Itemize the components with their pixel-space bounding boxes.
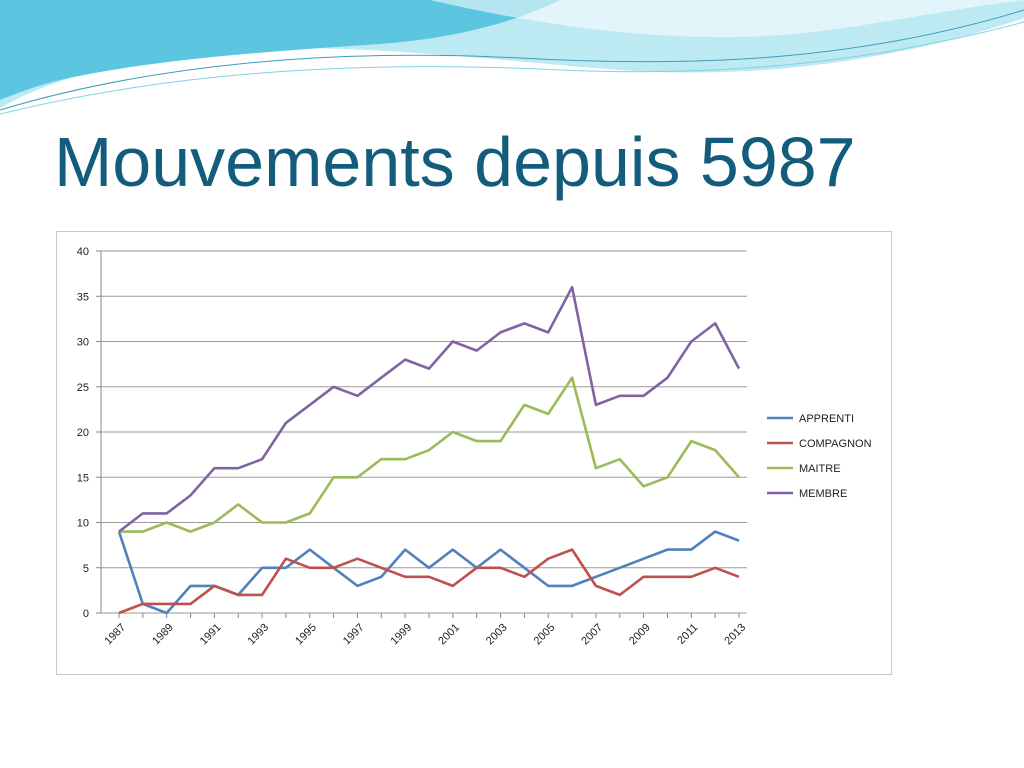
x-tick-label-1987: 1987 <box>102 622 128 648</box>
y-tick-label-35: 35 <box>77 291 89 303</box>
y-tick-label-10: 10 <box>77 518 89 530</box>
x-tick-label-2009: 2009 <box>627 622 653 648</box>
y-tick-label-40: 40 <box>77 246 89 258</box>
x-tick-label-2011: 2011 <box>675 622 700 647</box>
x-tick-label-1997: 1997 <box>341 622 367 648</box>
y-tick-label-15: 15 <box>77 472 89 484</box>
x-tick-label-2007: 2007 <box>579 622 605 648</box>
decorative-wave-banner <box>0 0 1024 115</box>
x-tick-label-2013: 2013 <box>722 622 748 648</box>
x-tick-label-1989: 1989 <box>150 622 176 648</box>
chart-canvas: 0 5 10 15 20 25 30 35 40 1987 1989 1991 1993 1995 1997… <box>77 246 872 648</box>
x-tick-label-1993: 1993 <box>245 622 271 648</box>
series-line-compagnon <box>118 548 740 615</box>
series-line-apprenti <box>117 530 740 615</box>
y-tick-label-20: 20 <box>77 427 89 439</box>
legend-label-apprenti: APPRENTI <box>799 413 854 425</box>
x-tick-label-1995: 1995 <box>293 622 319 648</box>
x-tick-label-2005: 2005 <box>532 622 558 648</box>
series-line-membre <box>118 285 741 533</box>
y-tick-label-0: 0 <box>83 608 89 620</box>
legend-label-membre: MEMBRE <box>799 488 847 500</box>
x-tick-label-1999: 1999 <box>389 622 415 648</box>
y-tick-label-30: 30 <box>77 337 89 349</box>
x-tick-label-1991: 1991 <box>198 622 224 648</box>
line-chart: 0 5 10 15 20 25 30 35 40 1987 1989 1991 1993 1995 1997… <box>56 231 892 675</box>
x-tick-label-2001: 2001 <box>436 622 462 648</box>
y-tick-label-25: 25 <box>77 382 89 394</box>
y-tick-label-5: 5 <box>83 563 89 575</box>
legend-label-compagnon: COMPAGNON <box>799 438 872 450</box>
slide-title: Mouvements depuis 5987 <box>54 123 856 201</box>
x-tick-label-2003: 2003 <box>484 622 510 648</box>
series-line-maitre <box>119 376 740 533</box>
legend-label-maitre: MAITRE <box>799 463 841 475</box>
